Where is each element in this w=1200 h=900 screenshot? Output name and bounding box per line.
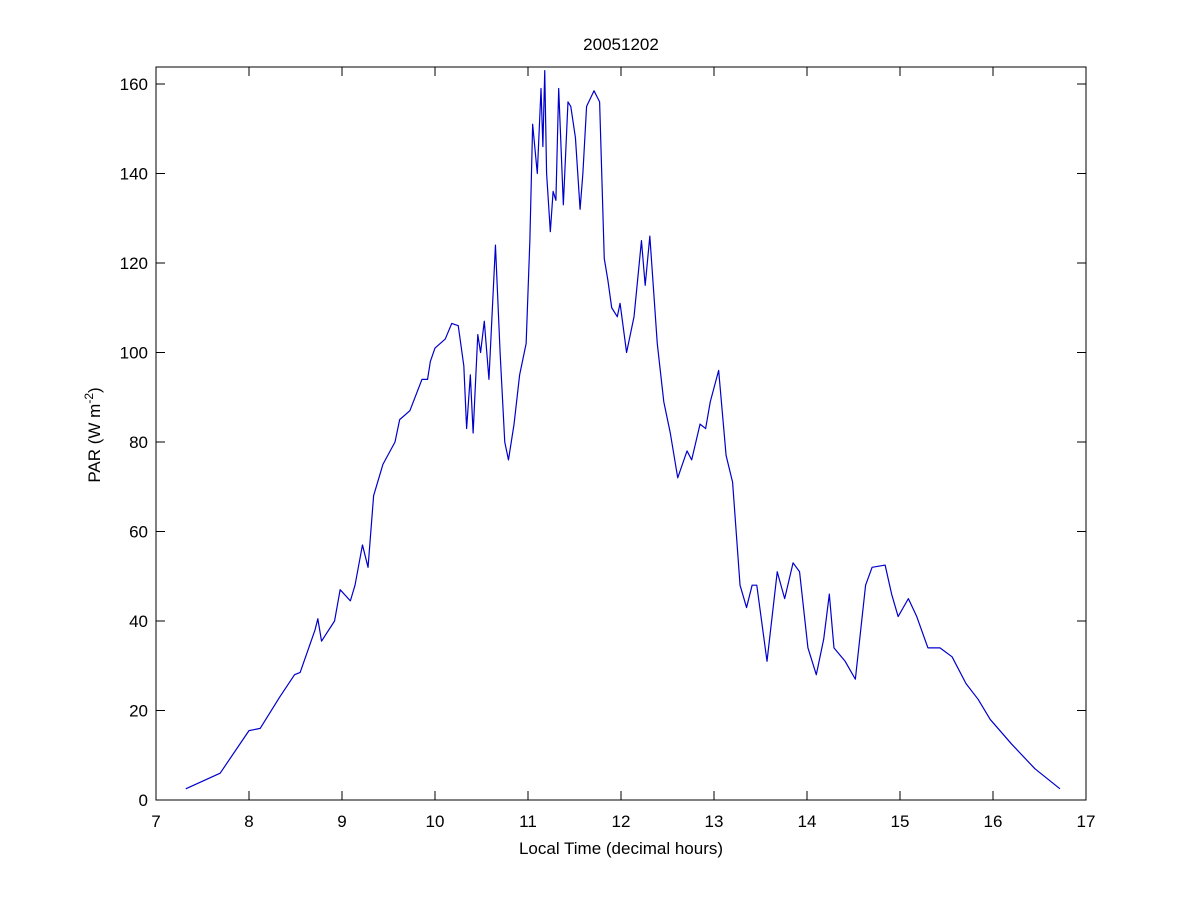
- x-tick-label: 16: [984, 812, 1003, 831]
- x-tick-label: 14: [798, 812, 817, 831]
- data-line: [185, 69, 1061, 790]
- y-axis-label: PAR (W m-2): [82, 387, 104, 482]
- x-tick-label: 7: [151, 812, 160, 831]
- y-tick-label: 60: [129, 523, 148, 542]
- x-tick-label: 12: [612, 812, 631, 831]
- y-tick-label: 100: [120, 344, 148, 363]
- y-label-suffix: ): [85, 387, 104, 393]
- y-tick-label: 120: [120, 254, 148, 273]
- x-tick-label: 10: [426, 812, 445, 831]
- plot-box: [155, 66, 1087, 801]
- y-label-superscript: -2: [82, 393, 96, 404]
- x-tick-label: 15: [891, 812, 910, 831]
- y-tick-label: 0: [139, 791, 148, 810]
- x-tick-label: 9: [337, 812, 346, 831]
- x-tick-label: 17: [1077, 812, 1096, 831]
- x-tick-label: 13: [705, 812, 724, 831]
- x-tick-label: 11: [519, 812, 537, 831]
- y-label-text: PAR (W m: [85, 404, 104, 483]
- y-tick-label: 80: [129, 433, 148, 452]
- y-tick-label: 40: [129, 612, 148, 631]
- y-tick-label: 20: [129, 702, 148, 721]
- x-axis-label: Local Time (decimal hours): [519, 839, 723, 858]
- y-tick-label: 160: [120, 75, 148, 94]
- chart-title: 20051202: [583, 35, 659, 54]
- x-tick-label: 8: [244, 812, 253, 831]
- y-tick-label: 140: [120, 165, 148, 184]
